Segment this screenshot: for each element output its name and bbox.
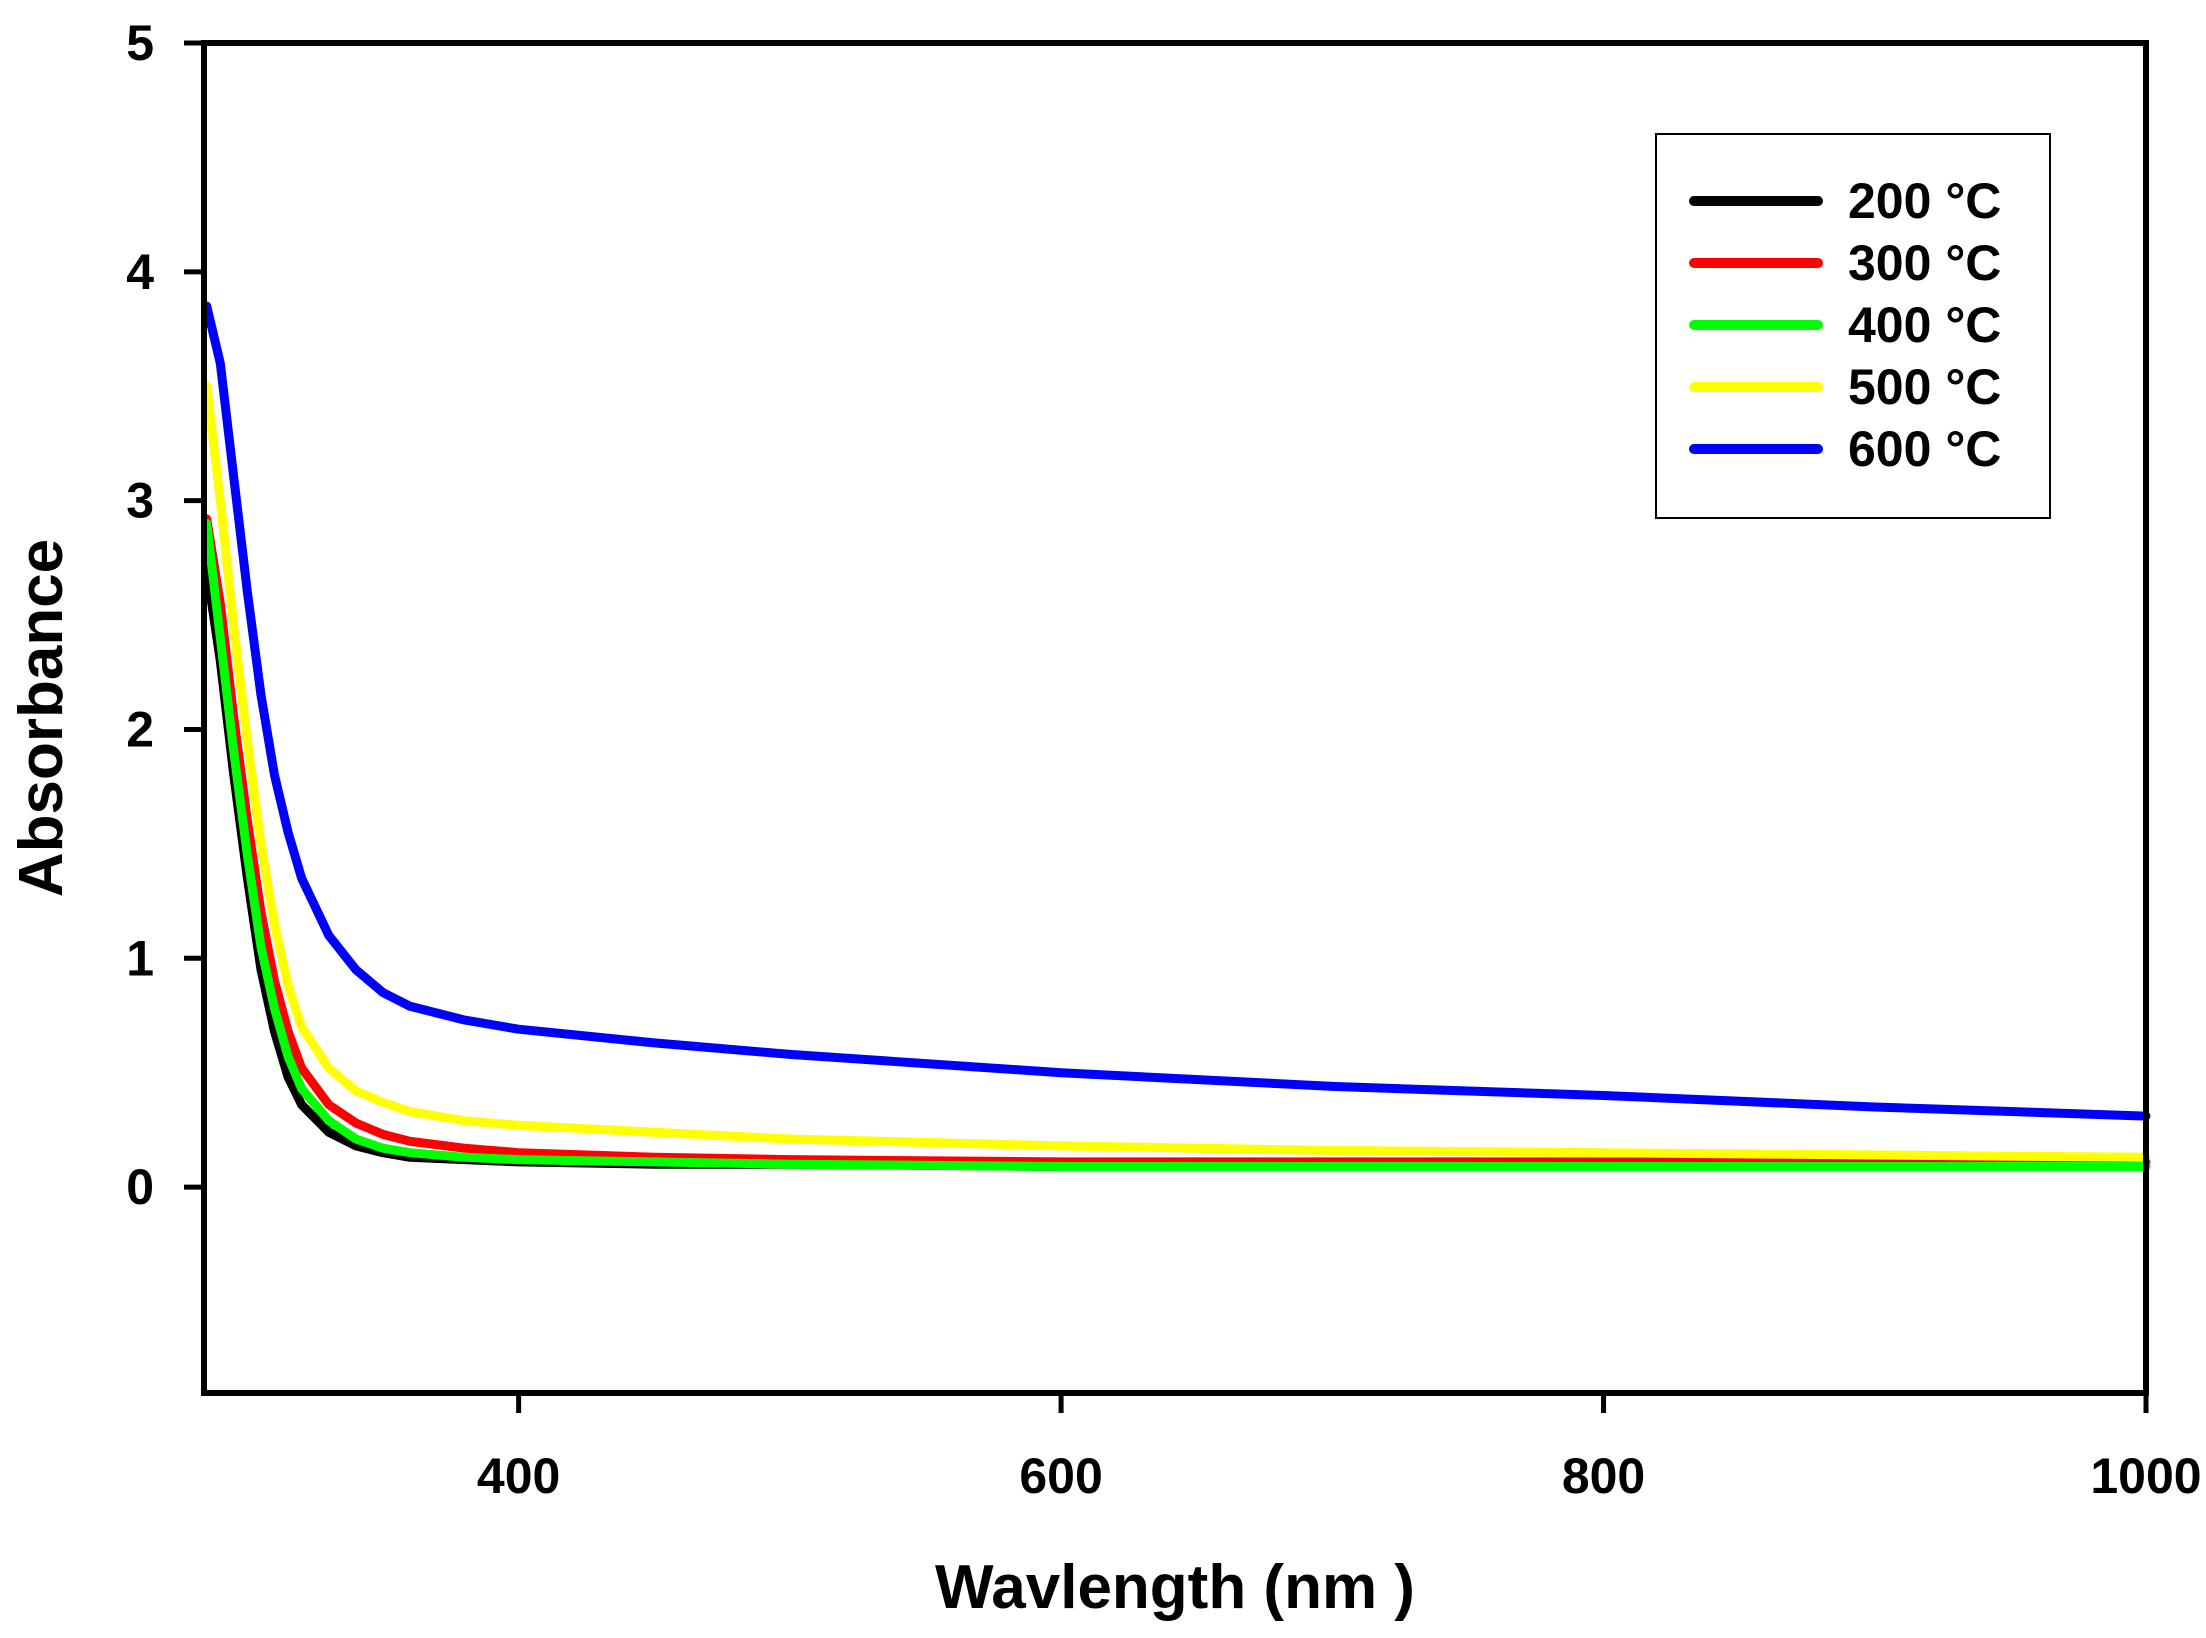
x-axis-title: Wavlength (nm )	[935, 1553, 1415, 1622]
x-tick-label: 1000	[2090, 1448, 2201, 1504]
legend: 200 °C 300 °C 400 °C 500 °C 600 °C	[1655, 133, 2051, 519]
y-tick-label: 2	[126, 701, 154, 757]
series-line-600	[202, 301, 2151, 1121]
y-tick-label: 3	[126, 473, 154, 529]
y-tick-label: 1	[126, 930, 154, 986]
x-tick-label: 400	[477, 1448, 560, 1504]
legend-label-500: 500 °C	[1848, 359, 2001, 415]
series-line-300	[202, 514, 2151, 1167]
y-tick-label: 5	[126, 15, 154, 71]
y-axis-title: Absorbance	[7, 539, 76, 897]
series-line-500	[202, 381, 2151, 1162]
legend-label-400: 400 °C	[1848, 297, 2001, 353]
ticks-layer: 0 1 2 3 4 5 400 600 800 1000	[126, 15, 2201, 1504]
plot-frame	[201, 40, 2149, 1396]
legend-label-300: 300 °C	[1848, 235, 2001, 291]
legend-label-600: 600 °C	[1848, 421, 2001, 477]
y-tick-label: 0	[126, 1159, 154, 1215]
legend-label-200: 200 °C	[1848, 173, 2001, 229]
y-tick-label: 4	[126, 244, 154, 300]
series-line-400	[202, 519, 2151, 1171]
x-tick-label: 800	[1562, 1448, 1645, 1504]
x-tick-label: 600	[1019, 1448, 1102, 1504]
series-layer	[202, 301, 2151, 1171]
